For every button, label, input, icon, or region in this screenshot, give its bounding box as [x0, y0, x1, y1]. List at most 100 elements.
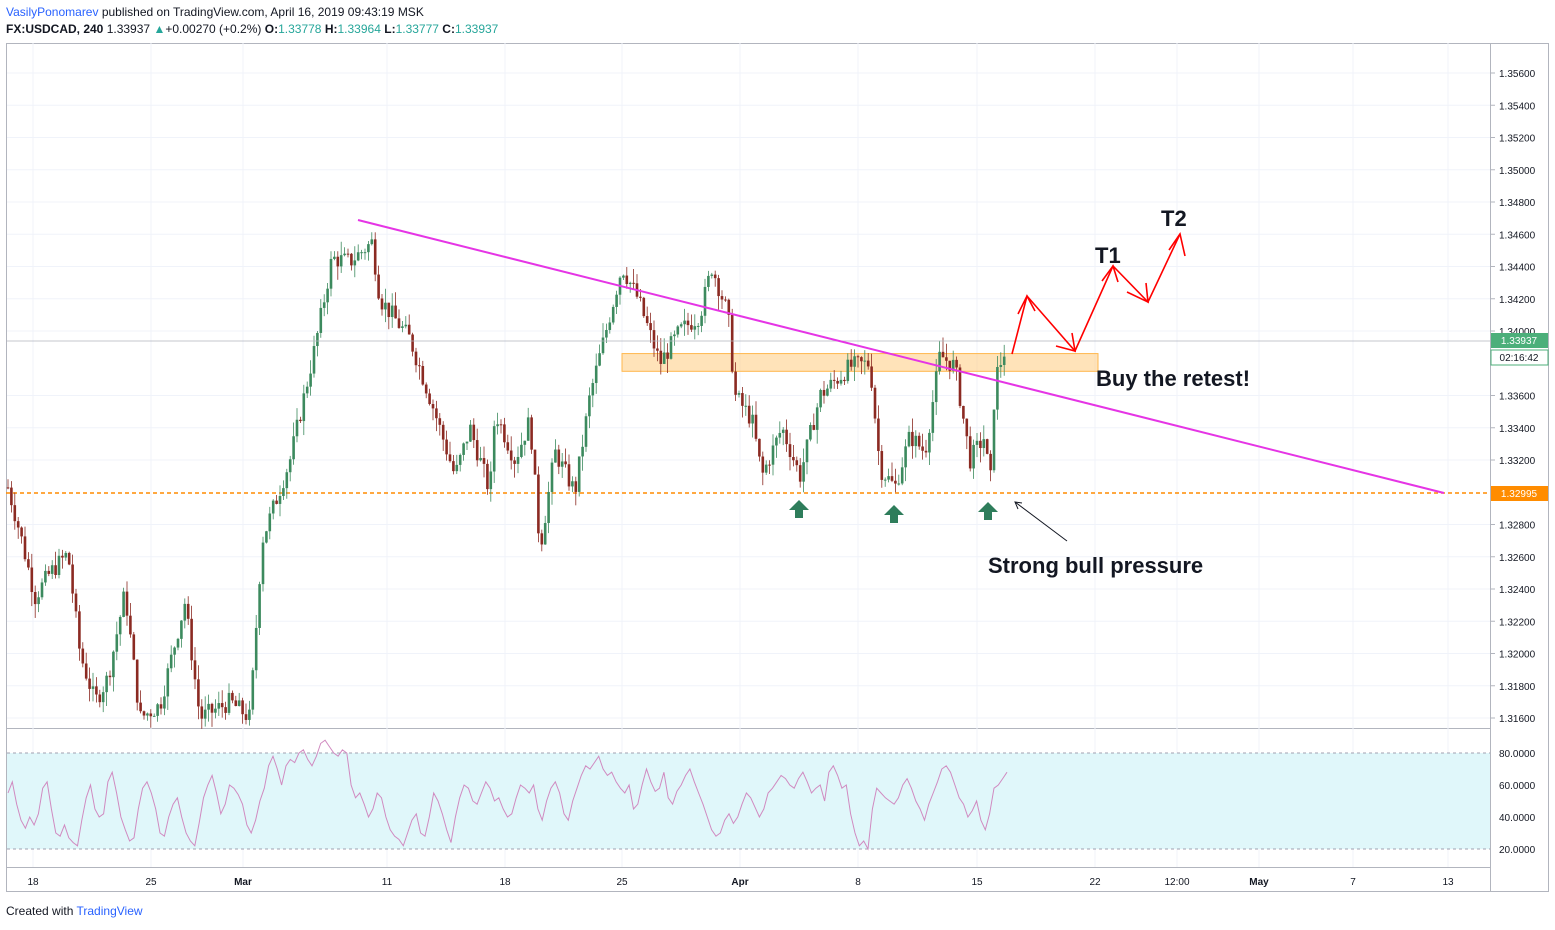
candle-body: [747, 405, 751, 424]
support-badge-text: 1.32995: [1501, 489, 1538, 500]
candle-body: [112, 651, 115, 678]
candle-body: [727, 299, 731, 315]
candle-body: [350, 253, 353, 266]
candle-body: [193, 660, 197, 680]
candle-body: [387, 302, 391, 318]
support-badge: [1491, 486, 1548, 501]
candle-body: [74, 593, 78, 612]
candle-body: [853, 356, 856, 367]
candle-body: [472, 424, 476, 441]
resistance-zone[interactable]: [621, 353, 1099, 372]
candle-body: [683, 320, 686, 325]
candle-body: [900, 467, 904, 484]
bull-pressure-label: Strong bull pressure: [988, 553, 1203, 578]
candle-body: [720, 296, 724, 300]
candle-body: [785, 429, 788, 445]
candle-body: [305, 386, 309, 394]
time-tick-label: 18: [499, 877, 511, 888]
price-tick-label: 1.31800: [1499, 682, 1536, 693]
candle-body: [326, 288, 329, 303]
candle-body: [91, 686, 95, 689]
candle-body: [482, 458, 486, 464]
candle-body: [897, 483, 901, 485]
current-price-text: 1.33937: [1501, 336, 1538, 347]
candle-body: [302, 393, 306, 422]
candle-body: [411, 334, 414, 352]
price-axis[interactable]: 1.35600 1.35400 1.35200 1.35000 1.34800 1.346…: [1490, 69, 1536, 725]
candle-body: [632, 282, 635, 284]
candle-body: [730, 314, 734, 372]
candle-body: [40, 582, 44, 598]
chart-canvas[interactable]: 1.35600 1.35400 1.35200 1.35000 1.34800 1.346…: [0, 0, 1555, 900]
price-tick-label: 1.34000: [1499, 327, 1536, 338]
candle-body: [958, 367, 962, 406]
candle-body: [917, 435, 921, 447]
candle-body: [724, 299, 727, 301]
candle-body: [33, 592, 37, 605]
candle-body: [968, 436, 972, 469]
rsi-tick-label: 60.0000: [1499, 781, 1536, 792]
price-tick-label: 1.34800: [1499, 198, 1536, 209]
candle-body: [955, 359, 958, 368]
candle-body: [571, 481, 574, 487]
candle-body: [809, 425, 812, 440]
candle-body: [319, 307, 323, 333]
candle-body: [693, 326, 697, 330]
tradingview-logo[interactable]: TradingView: [76, 904, 143, 918]
candle-body: [690, 325, 693, 330]
rsi-band: [7, 753, 1490, 849]
candle-body: [788, 444, 792, 458]
candle-body: [656, 348, 659, 351]
candle-body: [951, 359, 955, 371]
candle-body: [557, 449, 561, 467]
candle-body: [979, 440, 982, 449]
time-tick-label: 15: [971, 877, 983, 888]
candle-body: [1002, 356, 1006, 366]
candle-body: [605, 329, 608, 338]
candle-body: [839, 379, 843, 384]
author-link[interactable]: VasilyPonomarev: [6, 5, 99, 19]
candle-body: [356, 252, 360, 261]
candle-body: [207, 703, 210, 710]
candle-body: [492, 426, 496, 472]
candle-body: [441, 424, 445, 440]
candle-body: [795, 460, 799, 466]
candle-body: [258, 584, 261, 628]
candle-body: [577, 456, 581, 492]
candle-body: [815, 407, 819, 430]
candle-body: [598, 353, 601, 366]
rsi-line[interactable]: [7, 739, 1008, 851]
candle-body: [506, 442, 510, 451]
candle-body: [122, 591, 125, 617]
price-tick-label: 1.35200: [1499, 134, 1536, 145]
candle-body: [975, 440, 979, 445]
candle-body: [278, 496, 282, 504]
candle-body: [601, 337, 605, 354]
rsi-tick-label: 20.0000: [1499, 845, 1536, 856]
candle-body: [414, 351, 418, 366]
time-axis[interactable]: 18 25 Mar 11 18 25 Apr 8 15 22 12:00 May 7 13: [27, 877, 1454, 888]
symbol-label[interactable]: FX:USDCAD, 240: [6, 22, 104, 36]
candle-body: [914, 435, 918, 447]
price-tick-label: 1.33200: [1499, 456, 1536, 467]
up-arrow-icon: [884, 505, 904, 523]
time-tick-label: 12:00: [1164, 877, 1189, 888]
candle-body: [924, 450, 928, 453]
trendline[interactable]: [357, 219, 1445, 494]
candle-body: [98, 694, 102, 703]
rsi-tick-label: 80.0000: [1499, 749, 1536, 760]
candle-body: [367, 244, 370, 253]
candle-body: [394, 305, 397, 319]
candle-body: [564, 461, 567, 465]
candle-body: [543, 523, 547, 545]
projection-path[interactable]: [1011, 233, 1181, 355]
candle-body: [118, 616, 122, 635]
candle-body: [778, 432, 782, 438]
candle-body: [227, 692, 231, 713]
candle-body: [288, 459, 292, 473]
candle-body: [61, 555, 64, 558]
candle-body: [696, 325, 700, 327]
candle-body: [666, 352, 669, 359]
candle-body: [509, 450, 513, 461]
candle-body: [67, 552, 71, 565]
